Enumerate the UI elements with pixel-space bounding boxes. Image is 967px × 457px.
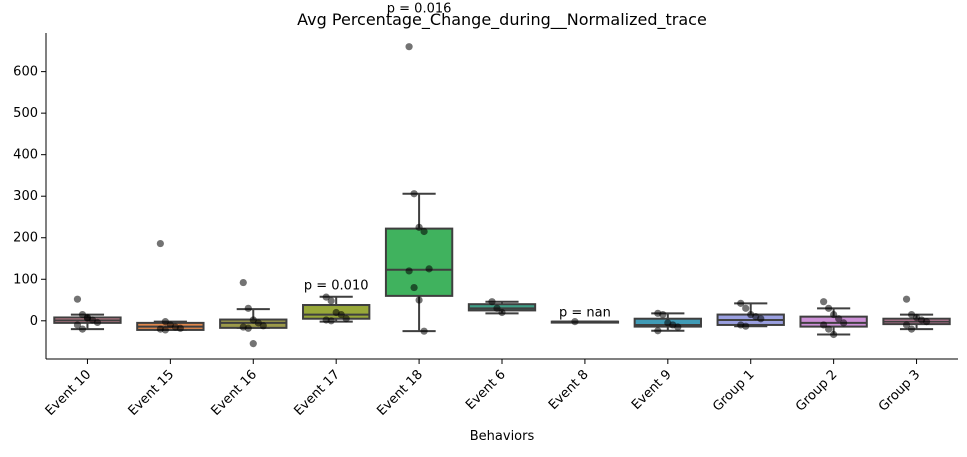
- data-point: [737, 299, 745, 307]
- x-axis-label: Behaviors: [470, 429, 535, 444]
- data-point: [342, 315, 350, 323]
- data-point: [244, 304, 252, 312]
- p-value-annotation: p = 0.016: [387, 1, 452, 16]
- data-point: [415, 296, 423, 304]
- data-point: [322, 293, 330, 301]
- data-point: [161, 326, 169, 334]
- data-point: [825, 325, 833, 333]
- box-event-18: [384, 227, 454, 297]
- data-point: [410, 190, 418, 198]
- data-point: [425, 265, 433, 273]
- data-point: [907, 325, 916, 333]
- data-point: [659, 310, 667, 319]
- x-tick-label: Event 8: [546, 367, 592, 413]
- data-point: [420, 227, 428, 236]
- data-point: [922, 318, 931, 326]
- x-tick-label: Group 2: [793, 367, 840, 414]
- x-tick-label: Event 10: [43, 367, 95, 419]
- data-point: [674, 323, 682, 331]
- data-point: [757, 315, 765, 323]
- data-point: [840, 319, 848, 327]
- data-point: [830, 330, 838, 339]
- data-point: [156, 239, 164, 248]
- data-point: [902, 295, 911, 303]
- data-point: [420, 327, 428, 335]
- data-point: [498, 308, 506, 317]
- x-tick-label: Event 16: [209, 367, 261, 419]
- x-tick-label: Event 9: [629, 367, 675, 413]
- y-tick-label: 400: [13, 148, 38, 163]
- p-value-annotation: p = 0.010: [304, 279, 369, 294]
- data-point: [327, 297, 335, 305]
- data-point: [259, 322, 267, 330]
- data-point: [742, 322, 750, 330]
- data-point: [249, 340, 257, 348]
- x-tick-label: Event 17: [291, 367, 343, 419]
- x-tick-label: Group 1: [710, 367, 757, 414]
- y-tick-label: 300: [13, 189, 38, 204]
- data-point: [902, 321, 911, 329]
- data-point: [571, 318, 579, 326]
- data-point: [410, 283, 418, 292]
- data-point: [73, 321, 82, 329]
- data-point: [337, 310, 345, 319]
- p-value-annotation: p = nan: [559, 306, 611, 321]
- data-point: [654, 327, 662, 335]
- data-point: [83, 314, 92, 322]
- data-point: [93, 318, 102, 327]
- data-point: [73, 295, 82, 303]
- x-tick-label: Event 15: [126, 367, 178, 419]
- y-tick-label: 200: [13, 231, 38, 246]
- x-tick-label: Event 18: [374, 367, 426, 419]
- data-point: [835, 315, 843, 323]
- chart-title: Avg Percentage_Change_during__Normalized…: [297, 10, 707, 30]
- x-tick-label: Group 3: [876, 367, 923, 414]
- data-point: [176, 324, 184, 332]
- data-point: [488, 298, 496, 306]
- data-point: [820, 321, 828, 329]
- data-point: [327, 317, 335, 325]
- y-tick-label: 600: [13, 65, 38, 80]
- data-point: [405, 267, 413, 275]
- data-point: [239, 278, 247, 287]
- plot-area: 0 100 200 300 400 500 600 Event 10 Event 15 Event…: [13, 1, 958, 419]
- data-point: [78, 325, 87, 333]
- data-point: [830, 310, 838, 319]
- data-point: [493, 304, 501, 312]
- y-tick-label: 0: [30, 314, 38, 329]
- data-point: [820, 298, 828, 306]
- y-tick-label: 100: [13, 272, 38, 287]
- x-tick-label: Event 6: [463, 367, 509, 413]
- data-point: [415, 223, 423, 231]
- y-tick-label: 500: [13, 106, 38, 121]
- data-point: [742, 304, 750, 312]
- data-point: [244, 324, 252, 332]
- data-point: [825, 304, 833, 312]
- data-point: [405, 43, 413, 51]
